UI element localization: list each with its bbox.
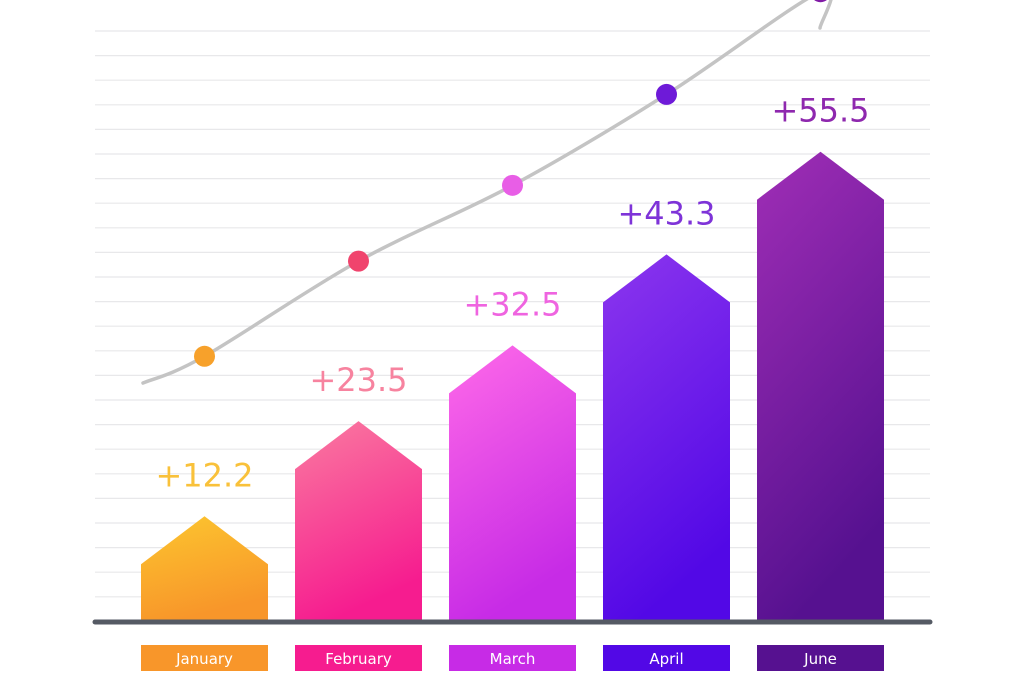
category-label-june: June: [803, 650, 837, 668]
value-label-june: +55.5: [771, 92, 869, 130]
value-label-february: +23.5: [309, 361, 407, 399]
bar-june: [757, 151, 884, 620]
category-box-april: [603, 645, 730, 671]
category-box-june: [757, 645, 884, 671]
bar-january: [141, 516, 268, 620]
bar-april: [603, 254, 730, 620]
bar-march: [449, 345, 576, 620]
category-box-march: [449, 645, 576, 671]
trend-dot-june: [814, 0, 827, 3]
bars: [141, 151, 884, 620]
category-label-april: April: [649, 650, 683, 668]
trend-dot-february: [348, 250, 369, 272]
value-label-march: +32.5: [463, 285, 561, 323]
trend-dot-april: [656, 83, 677, 105]
category-label-january: January: [175, 650, 233, 668]
value-label-april: +43.3: [617, 194, 715, 232]
category-box-february: [295, 645, 422, 671]
category-label-march: March: [490, 650, 536, 668]
category-box-january: [141, 645, 268, 671]
trend-dot-march: [502, 174, 523, 196]
value-label-january: +12.2: [155, 456, 253, 494]
bar-february: [295, 421, 422, 620]
trend-line-group: [141, 0, 833, 385]
value-labels: +12.2 +23.5 +32.5 +43.3 +55.5: [155, 92, 869, 495]
trend-dot-january: [194, 345, 215, 367]
category-label-february: February: [325, 650, 392, 668]
category-labels: January February March April June: [141, 645, 884, 671]
